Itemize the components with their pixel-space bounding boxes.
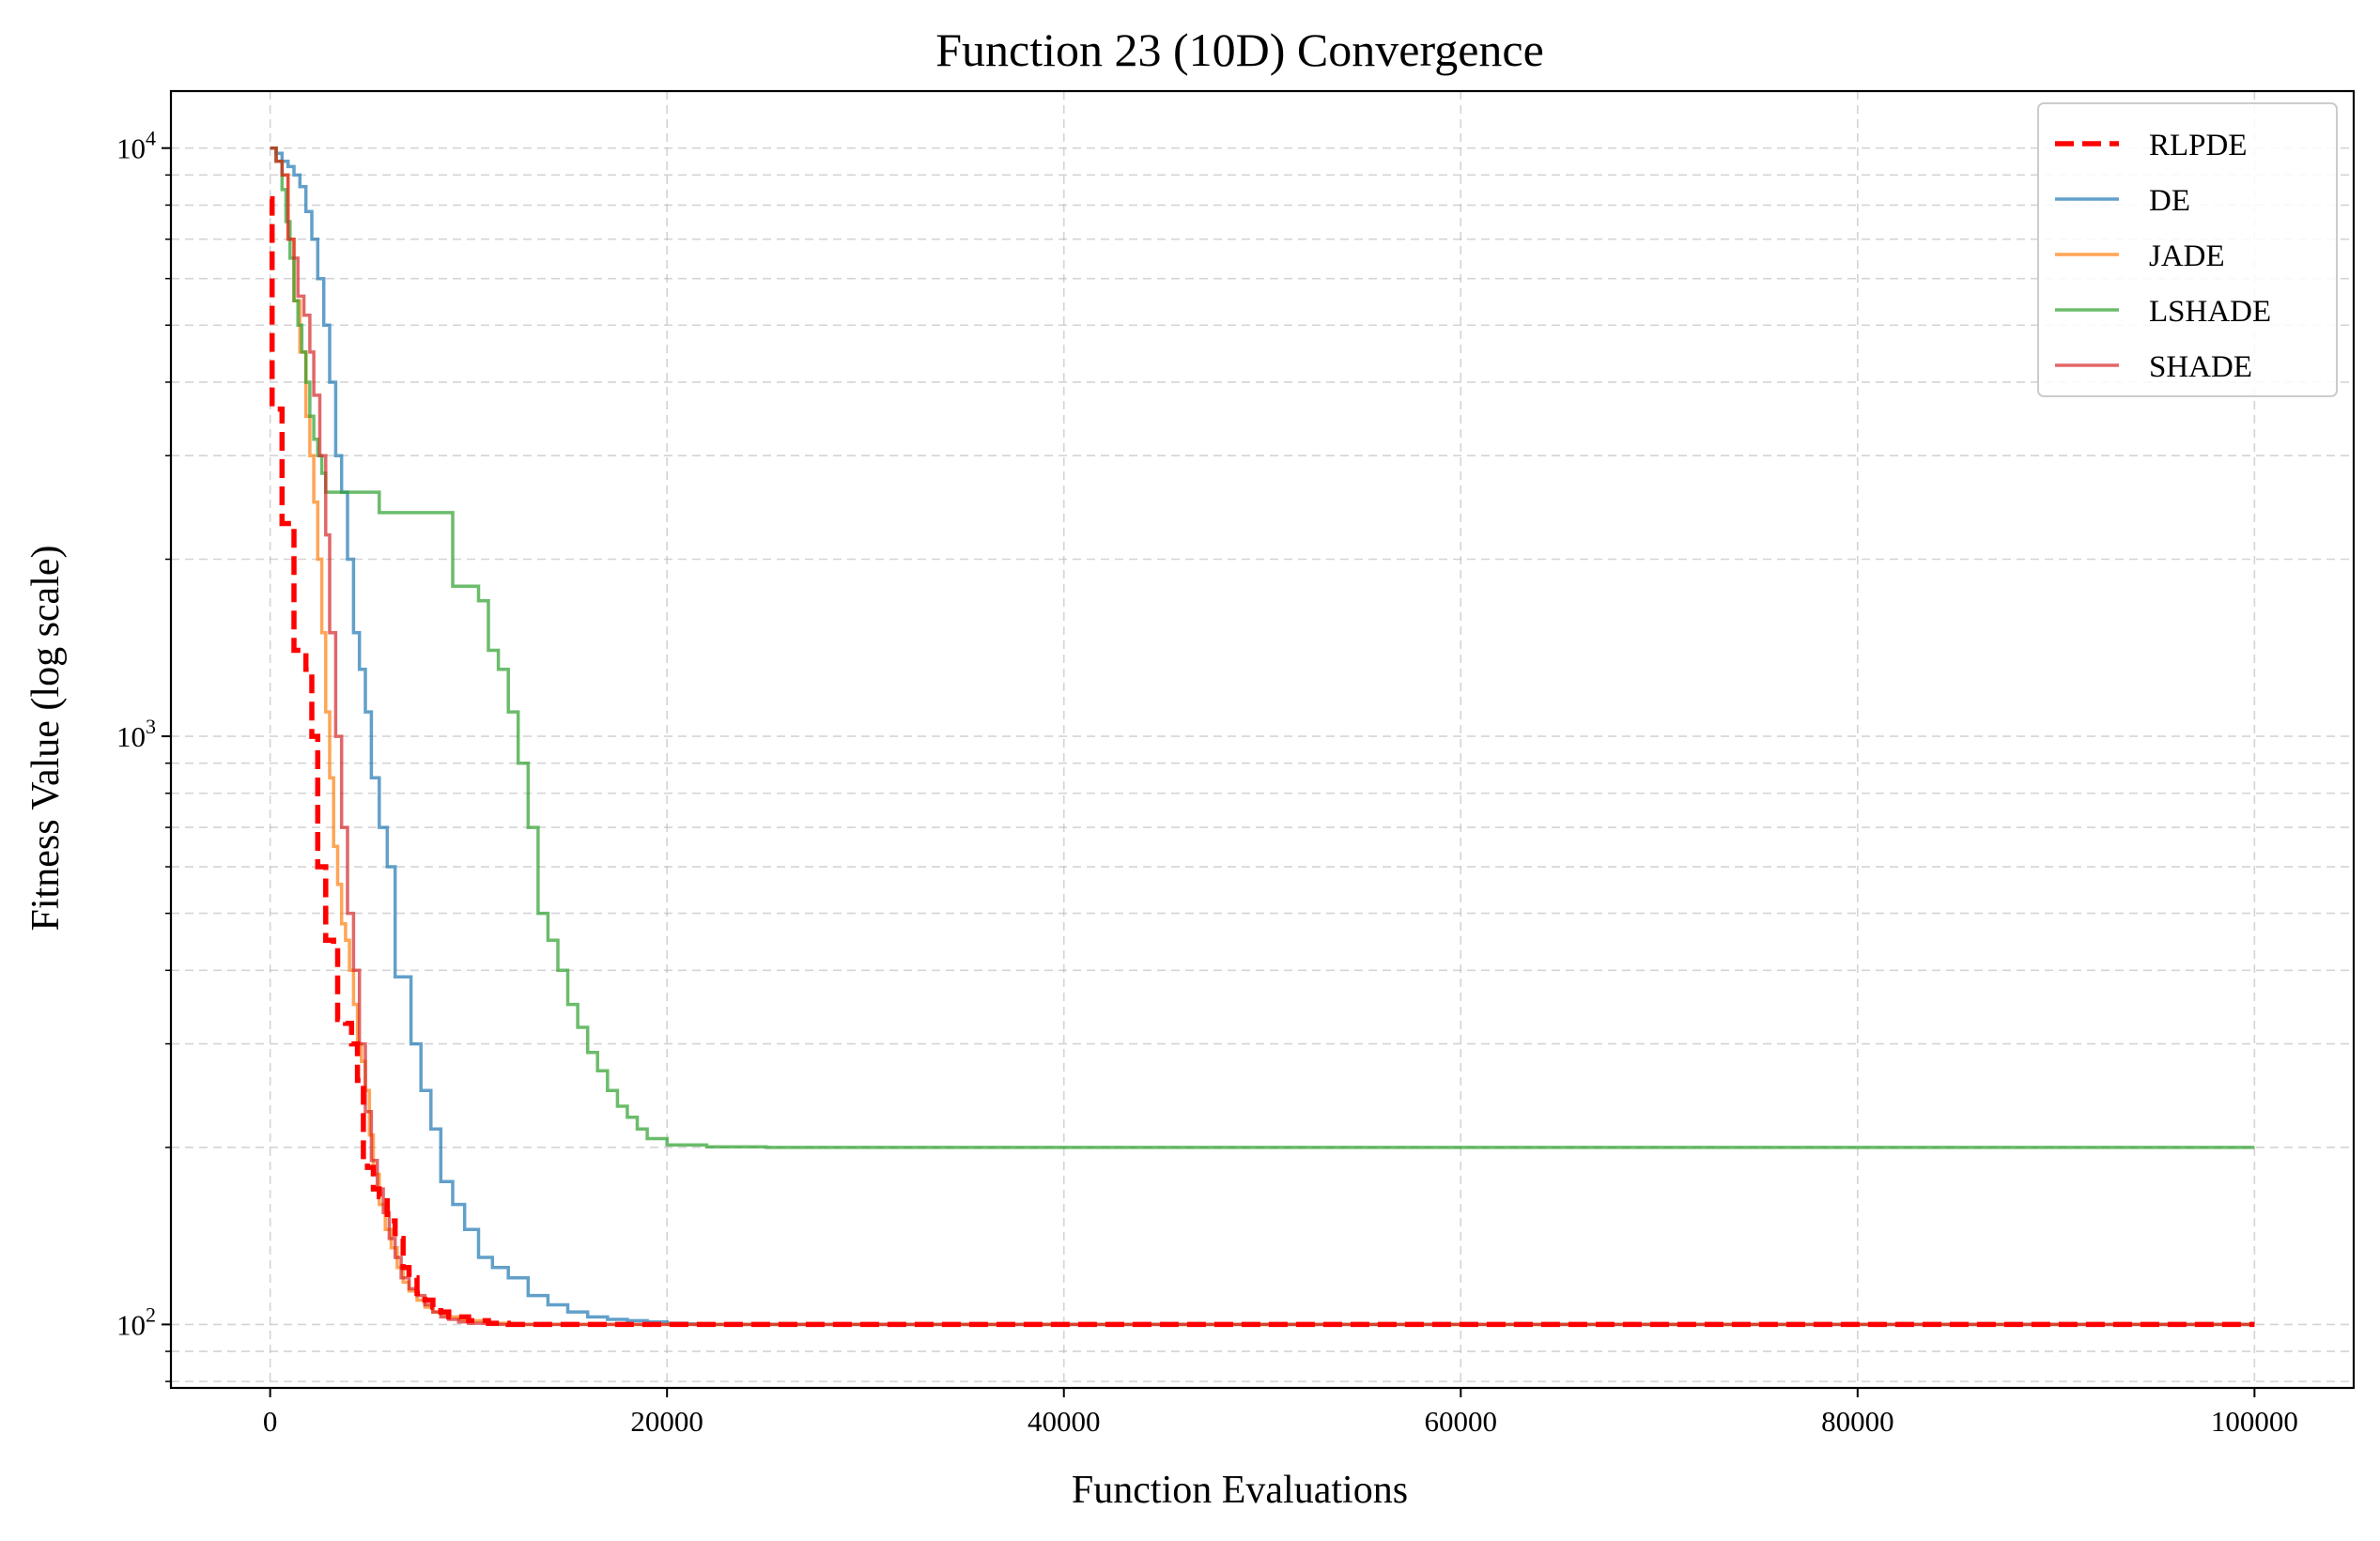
y-tick-label: 102 (116, 1302, 156, 1341)
legend-label: SHADE (2149, 350, 2252, 384)
series-line-rlpde (269, 195, 2255, 1328)
y-axis-label: Fitness Value (log scale) (24, 546, 68, 932)
x-tick-label: 40000 (1028, 1405, 1101, 1438)
series-line-shade (270, 146, 2255, 1327)
series-line-de (270, 146, 2255, 1327)
legend-label: RLPDE (2149, 129, 2248, 162)
series-line-lshade (270, 146, 2255, 1149)
x-axis-label: Function Evaluations (1072, 1469, 1408, 1512)
grid-lines (171, 91, 2354, 1388)
x-tick-label: 100000 (2211, 1405, 2298, 1438)
legend-box (2037, 102, 2338, 397)
legend-label: JADE (2149, 239, 2225, 273)
legend-label: DE (2149, 184, 2190, 218)
x-axis: 0 20000 40000 60000 80000 100000 (263, 1388, 2298, 1438)
legend: RLPDE DE JADE LSHADE SHADE (2037, 102, 2338, 397)
x-tick-label: 20000 (630, 1405, 703, 1438)
y-tick-label: 104 (116, 127, 156, 165)
y-axis: 102 103 104 (116, 127, 171, 1382)
x-tick-label: 80000 (1821, 1405, 1894, 1438)
y-tick-label: 103 (116, 715, 156, 753)
plot-series (269, 146, 2255, 1328)
legend-label: LSHADE (2149, 295, 2271, 329)
chart-title: Function 23 (10D) Convergence (935, 23, 1544, 76)
plot-frame (169, 89, 2356, 1390)
x-tick-label: 60000 (1425, 1405, 1498, 1438)
x-tick-label: 0 (263, 1405, 278, 1438)
